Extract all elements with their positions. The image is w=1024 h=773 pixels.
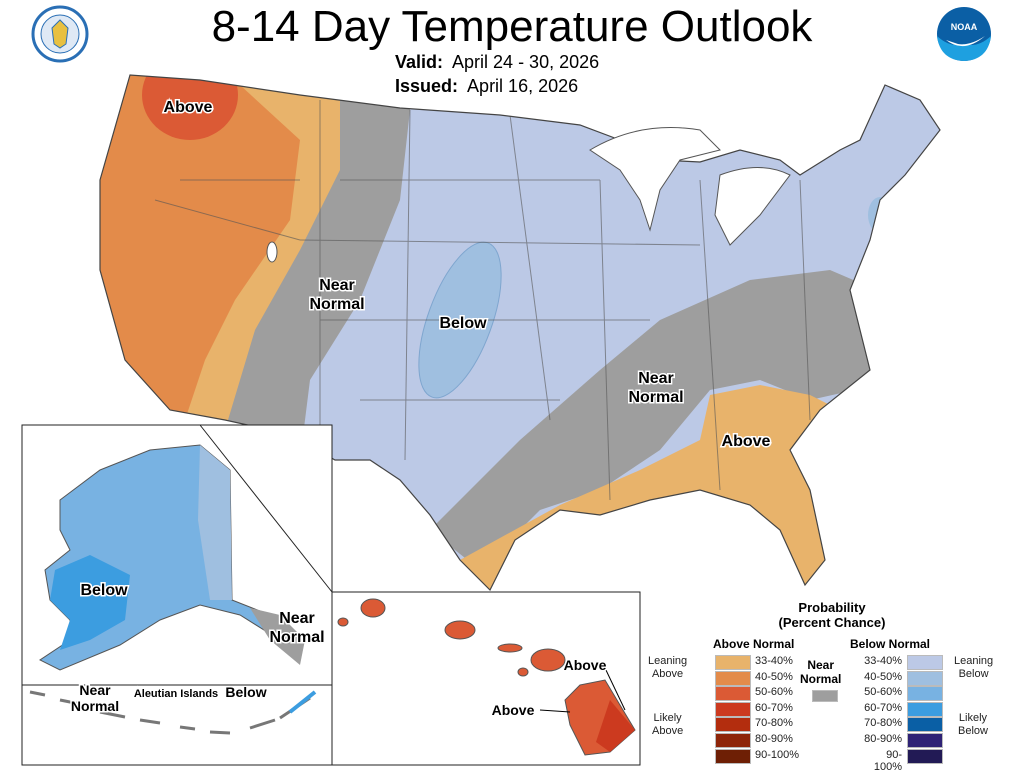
valid-label: Valid: <box>395 52 444 72</box>
legend: Probability (Percent Chance) Above Norma… <box>640 598 1024 773</box>
legend-subtitle: (Percent Chance) <box>778 615 886 630</box>
leaning-above-label: Leaning Above <box>648 655 688 680</box>
label-se-above: Above <box>722 433 771 450</box>
label-hawaii-above-2: Above <box>492 702 535 718</box>
alaska-likely-below <box>50 555 130 650</box>
below-range: 90-100% <box>873 748 902 773</box>
above-swatch <box>715 655 751 670</box>
above-normal-header: Above Normal <box>713 637 795 651</box>
aleutian-inset <box>21 684 333 766</box>
below-swatch <box>907 701 943 717</box>
below-swatch <box>907 717 943 733</box>
label-aleutian-below: Below <box>225 684 266 700</box>
label-se-normal: Normal <box>628 389 683 406</box>
above-range: 60-70% <box>755 701 793 714</box>
commerce-seal-logo <box>31 5 89 63</box>
below-range: 80-90% <box>864 733 902 745</box>
above-range: 90-100% <box>755 748 800 761</box>
noaa-logo: NOAA <box>937 7 991 61</box>
great-lakes <box>589 127 791 246</box>
below-range: 40-50% <box>864 670 902 683</box>
above-range: 33-40% <box>755 655 793 667</box>
below-range: 50-60% <box>864 686 902 699</box>
label-central-below: Below <box>439 315 487 332</box>
below-range: 33-40% <box>864 655 902 667</box>
page-title: 8-14 Day Temperature Outlook <box>211 2 813 51</box>
below-swatch <box>907 733 943 748</box>
below-swatch <box>907 655 943 670</box>
label-alaska-near: Near <box>279 610 315 627</box>
above-range: 50-60% <box>755 686 793 699</box>
below-range: 60-70% <box>864 701 902 714</box>
label-aleutian-normal: Normal <box>71 698 119 714</box>
alaska-east-below <box>198 445 232 600</box>
likely-above-label: Likely Above <box>652 712 684 737</box>
below-swatch <box>907 670 943 686</box>
below-swatch <box>907 748 943 764</box>
legend-title: Probability <box>798 600 866 615</box>
label-aleutian-near: Near <box>79 682 111 698</box>
above-swatch <box>715 686 751 702</box>
label-se-near: Near <box>638 370 674 387</box>
issued-date: Issued: April 16, 2026 <box>395 76 578 97</box>
above-swatch <box>715 748 751 764</box>
label-west-near: Near <box>319 277 355 294</box>
likely-below-label: Likely Below <box>958 712 988 737</box>
above-swatch <box>715 717 751 733</box>
below-swatch <box>907 686 943 702</box>
region-likely-above-nw <box>142 75 238 140</box>
issued-value: April 16, 2026 <box>467 76 579 96</box>
aleutian-islands <box>29 690 311 735</box>
label-hawaii-above-1: Above <box>564 657 607 673</box>
great-salt-lake <box>266 241 278 263</box>
region-se-near-normal <box>430 270 900 570</box>
below-range: 70-80% <box>864 717 902 730</box>
near-normal-swatch <box>812 690 838 702</box>
inset-connector <box>199 424 333 593</box>
above-swatch <box>715 701 751 717</box>
label-nw-above: Above <box>164 99 213 116</box>
alaska-panhandle-near-normal <box>250 608 305 665</box>
issued-label: Issued: <box>395 76 459 96</box>
leaning-below-label: Leaning Below <box>954 655 994 680</box>
label-aleutian-title: Aleutian Islands <box>134 688 218 700</box>
label-alaska-normal: Normal <box>269 629 324 646</box>
label-west-normal: Normal <box>309 296 364 313</box>
above-range: 80-90% <box>755 733 793 745</box>
above-swatch <box>715 733 751 748</box>
above-range: 40-50% <box>755 670 793 683</box>
valid-dates: Valid: April 24 - 30, 2026 <box>395 52 599 73</box>
above-swatch <box>715 670 751 686</box>
valid-value: April 24 - 30, 2026 <box>452 52 600 72</box>
below-normal-header: Below Normal <box>850 637 931 651</box>
label-alaska-below: Below <box>80 582 128 599</box>
svg-text:NOAA: NOAA <box>951 22 978 32</box>
near-normal-label: Near Normal <box>800 658 842 686</box>
above-range: 70-80% <box>755 717 793 730</box>
